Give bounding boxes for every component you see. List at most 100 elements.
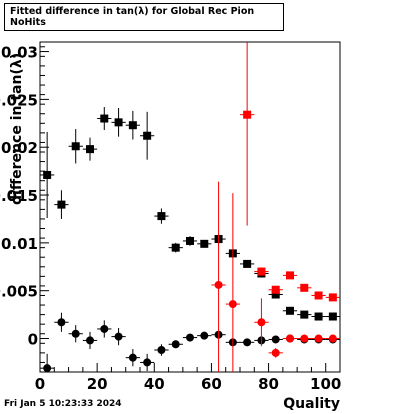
circle-marker: [200, 331, 209, 340]
square-marker: [271, 290, 280, 299]
square-marker: [57, 200, 66, 209]
data-point: [182, 333, 198, 342]
data-point: [297, 310, 312, 319]
square-marker: [328, 312, 337, 321]
circle-marker: [257, 318, 266, 327]
circle-marker: [186, 333, 194, 342]
circle-marker: [86, 336, 94, 345]
data-point: [268, 285, 283, 294]
circle-marker: [171, 340, 180, 349]
data-point: [154, 208, 169, 224]
data-point: [268, 348, 283, 358]
square-marker: [243, 259, 252, 268]
data-point: [211, 181, 226, 372]
circle-marker: [100, 324, 109, 333]
data-point: [311, 291, 326, 300]
data-point: [282, 271, 298, 280]
data-point: [82, 331, 98, 350]
square-marker: [143, 131, 152, 140]
circle-marker: [114, 332, 123, 341]
circle-marker: [243, 338, 252, 347]
square-marker: [86, 145, 94, 154]
data-point: [240, 338, 255, 347]
data-point: [282, 334, 298, 343]
circle-marker: [314, 334, 323, 343]
x-tick-label: 60: [201, 375, 222, 393]
circle-marker: [57, 318, 66, 327]
x-tick-label: 20: [87, 375, 108, 393]
circle-marker: [128, 353, 137, 362]
square-marker: [300, 310, 309, 319]
square-marker: [286, 306, 294, 315]
data-point: [325, 334, 340, 343]
square-marker: [200, 239, 209, 248]
data-point: [140, 111, 155, 160]
square-marker: [314, 291, 323, 300]
square-marker: [314, 312, 323, 321]
data-point: [297, 283, 312, 292]
y-tick-label: 0.025: [0, 91, 38, 109]
y-axis: 0 0.005 0.01 0.015 0.02 0.025 0.03: [0, 44, 49, 363]
square-marker: [186, 236, 194, 245]
circle-marker: [286, 334, 294, 343]
data-point: [197, 331, 212, 340]
data-point: [40, 131, 55, 218]
data-point: [268, 335, 283, 344]
circle-marker: [328, 334, 337, 343]
data-point: [140, 353, 155, 372]
data-point: [168, 242, 183, 253]
data-point: [68, 129, 83, 164]
square-marker: [71, 142, 80, 151]
square-marker: [243, 110, 252, 119]
data-point: [168, 340, 183, 349]
y-tick-label: 0.03: [1, 44, 38, 62]
data-point: [254, 267, 269, 276]
y-tick-label: 0.005: [0, 283, 38, 301]
data-point: [111, 108, 126, 137]
y-tick-label: 0: [28, 331, 38, 349]
circle-marker: [71, 329, 80, 338]
y-axis-title: difference in tan(λ): [9, 52, 25, 205]
data-point: [125, 110, 140, 140]
square-marker: [286, 271, 294, 280]
circle-marker: [43, 364, 52, 373]
data-point: [54, 312, 69, 332]
circle-marker: [228, 300, 237, 309]
circle-marker: [143, 358, 152, 367]
data-point: [325, 312, 340, 321]
data-point: [282, 306, 298, 315]
plot-frame: [39, 41, 341, 373]
x-tick-label: 100: [310, 375, 341, 393]
x-tick-label: 40: [144, 375, 165, 393]
data-point: [297, 334, 312, 343]
data-point: [97, 320, 112, 338]
data-point: [40, 353, 55, 373]
x-tick-label: 80: [258, 375, 279, 393]
data-point: [240, 42, 255, 226]
square-marker: [328, 293, 337, 302]
square-marker: [271, 285, 280, 294]
circle-marker: [271, 348, 280, 357]
square-marker: [257, 267, 266, 276]
y-tick-label: 0.01: [1, 235, 38, 253]
x-axis: 0 20 40 60 80 100: [35, 363, 341, 393]
data-point: [82, 137, 98, 161]
square-marker: [157, 212, 166, 221]
square-marker: [114, 118, 123, 127]
chart-title-box: Fitted difference in tan(λ) for Global R…: [4, 3, 284, 31]
data-point: [240, 259, 255, 268]
data-point: [311, 334, 326, 343]
data-point: [68, 325, 83, 343]
data-point: [97, 107, 112, 130]
circle-marker: [157, 346, 166, 354]
square-marker: [171, 243, 180, 252]
data-point: [125, 349, 140, 367]
y-tick-label: 0.015: [0, 187, 38, 205]
data-point: [154, 344, 169, 356]
data-point: [311, 312, 326, 321]
y-tick-label: 0.02: [1, 139, 38, 157]
square-marker: [43, 170, 52, 179]
data-point: [111, 328, 126, 346]
circle-marker: [214, 280, 223, 289]
circle-marker: [300, 334, 309, 343]
